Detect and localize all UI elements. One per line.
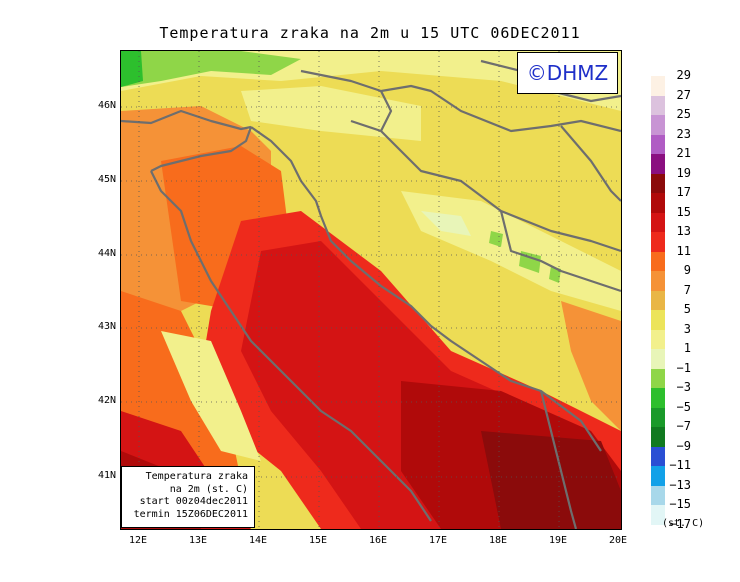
legend-label: 27 [676, 87, 691, 102]
legend-swatch [651, 388, 665, 408]
temperature-field [121, 51, 621, 529]
lon-label: 13E [188, 535, 208, 546]
legend-label: 9 [683, 263, 691, 277]
info-box: Temperatura zraka na 2m (st. C) start 00… [121, 466, 255, 528]
lat-label: 41N [97, 470, 116, 481]
legend-swatch [651, 505, 665, 525]
lat-label: 45N [97, 174, 116, 185]
legend-swatch [651, 76, 665, 96]
legend-swatch [651, 271, 665, 291]
legend-label: 15 [676, 204, 691, 219]
lon-label: 16E [368, 535, 388, 546]
lon-label: 12E [128, 535, 148, 546]
legend-swatch [651, 95, 665, 116]
legend-label: 19 [676, 165, 691, 180]
legend-label: 13 [676, 224, 691, 238]
legend-label: 29 [676, 68, 691, 82]
legend-swatch [651, 173, 665, 194]
lon-label: 19E [548, 535, 568, 546]
lon-label: 18E [488, 535, 508, 546]
legend-swatch [651, 427, 665, 447]
legend-swatch [651, 212, 665, 233]
legend-unit: (st. C) [662, 518, 705, 529]
legend-label: 1 [683, 341, 691, 355]
legend-label: −13 [669, 477, 691, 492]
map-title: Temperatura zraka na 2m u 15 UTC 06DEC20… [159, 24, 581, 42]
legend-swatch [651, 329, 665, 350]
legend-swatch [651, 466, 665, 486]
legend-label: 11 [676, 243, 691, 258]
legend-swatch [651, 251, 665, 272]
legend-swatch [651, 134, 665, 155]
legend-swatch [651, 349, 665, 369]
legend-swatch [651, 154, 665, 174]
legend-label: −3 [676, 380, 691, 394]
legend-label: −7 [676, 419, 691, 433]
legend-swatch [651, 446, 665, 467]
dhmz-copyright-box: ©DHMZ [517, 52, 618, 94]
temperature-map [120, 50, 622, 530]
legend-label: −9 [676, 438, 691, 453]
lon-label: 17E [428, 535, 448, 546]
lon-label: 20E [608, 535, 628, 546]
lon-label: 14E [248, 535, 268, 546]
info-line: Temperatura zraka [145, 471, 248, 482]
legend-swatch [651, 407, 665, 428]
lon-label: 15E [308, 535, 328, 546]
legend-label: 17 [676, 185, 691, 199]
lat-label: 44N [97, 248, 116, 259]
legend-swatch [651, 290, 665, 311]
lat-label: 46N [97, 100, 116, 111]
lat-label: 43N [97, 321, 116, 332]
legend-swatch [651, 310, 665, 330]
legend-label: 21 [676, 146, 691, 160]
legend-label: 5 [683, 302, 691, 316]
legend-swatch [651, 485, 665, 506]
legend-swatch [651, 368, 665, 389]
legend-swatch [651, 232, 665, 252]
legend-label: 7 [683, 282, 691, 297]
legend-label: −5 [676, 399, 691, 414]
info-line: termin 15Z06DEC2011 [133, 508, 248, 520]
info-line: start 00z04dec2011 [139, 496, 248, 507]
info-line: na 2m (st. C) [169, 483, 248, 495]
legend-label: −1 [676, 360, 691, 375]
legend-swatch [651, 193, 665, 213]
legend-label: −15 [669, 497, 691, 511]
legend-label: 25 [676, 107, 691, 121]
legend-label: 23 [676, 126, 691, 141]
legend-label: −11 [669, 458, 691, 472]
lat-label: 42N [97, 395, 116, 406]
legend-swatch [651, 115, 665, 135]
legend-label: −17 [669, 516, 691, 531]
legend-label: 3 [683, 321, 691, 336]
